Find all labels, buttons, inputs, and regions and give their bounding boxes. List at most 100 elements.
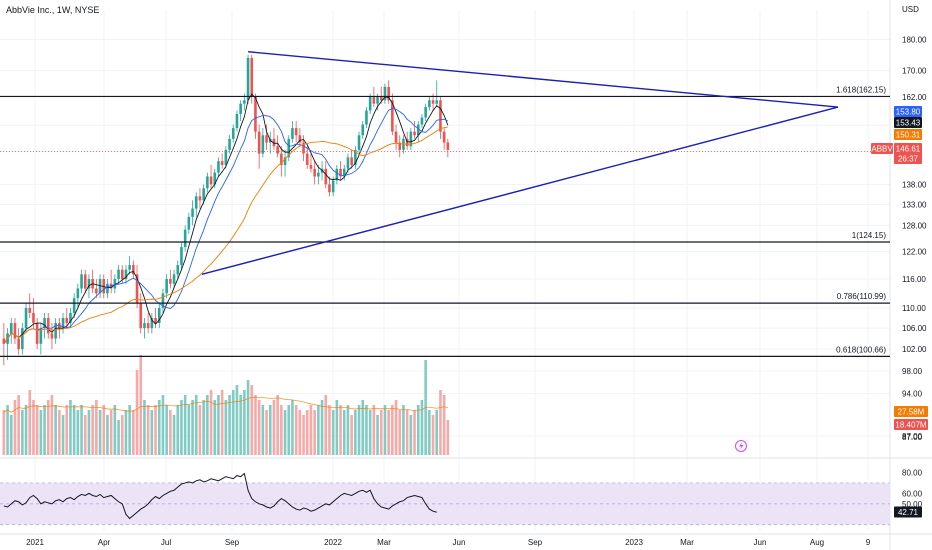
candle — [191, 200, 194, 226]
candle-body — [50, 333, 54, 339]
candle — [183, 225, 187, 252]
candle-body — [357, 135, 361, 150]
candle — [317, 164, 320, 185]
time-axis-label: 2022 — [324, 538, 342, 547]
volume-bar — [439, 390, 442, 455]
volume-bar — [379, 410, 383, 455]
candle — [357, 131, 361, 154]
candle — [124, 265, 128, 284]
candle — [194, 192, 198, 217]
candle-body — [254, 96, 257, 132]
candle — [24, 303, 28, 334]
rsi-tick-label: 60.00 — [902, 489, 923, 498]
volume-bar — [165, 405, 168, 455]
candle-body — [368, 96, 372, 111]
candle-body — [257, 131, 261, 154]
time-axis-label: Sep — [225, 538, 240, 547]
candles — [2, 54, 450, 366]
volume-bar — [383, 405, 387, 455]
candle — [439, 96, 442, 139]
candle-body — [98, 279, 102, 294]
volume-bar — [109, 410, 113, 455]
candle — [83, 269, 87, 294]
volume-bar — [402, 405, 405, 455]
volume-bar — [291, 400, 294, 455]
volume-bar — [243, 390, 246, 455]
candle-body — [54, 323, 57, 339]
volume-bar — [154, 405, 157, 455]
candle-body — [331, 180, 335, 193]
fib-label: 0.786(110.99) — [837, 292, 887, 301]
price-tick-label: 98.00 — [902, 367, 923, 376]
candle — [120, 265, 124, 284]
candle-body — [209, 176, 213, 185]
candle-body — [446, 142, 450, 150]
candle — [265, 124, 268, 150]
candle — [165, 274, 168, 299]
candle-body — [43, 317, 46, 329]
candle-body — [365, 110, 368, 125]
price-tick-label: 170.00 — [902, 67, 927, 76]
chart-title: AbbVie Inc., 1W, NYSE — [6, 5, 100, 15]
volume-bar — [265, 410, 268, 455]
candle — [6, 328, 9, 360]
time-axis-label: Mar — [680, 538, 694, 547]
volume-bar — [431, 415, 435, 455]
volume-bar — [368, 410, 372, 455]
price-tick-label: 128.00 — [902, 221, 927, 230]
candle — [154, 307, 157, 329]
volume-bar — [28, 390, 32, 455]
candle — [146, 312, 150, 334]
volume-bar — [272, 400, 276, 455]
candle — [50, 323, 54, 350]
candle — [2, 323, 6, 366]
candle-body — [165, 279, 168, 294]
candle — [91, 269, 94, 294]
candle-body — [428, 100, 431, 108]
volume-bar — [428, 410, 431, 455]
volume-bar — [198, 405, 202, 455]
candle-body — [109, 283, 113, 289]
candle-body — [32, 312, 35, 324]
candle-body — [180, 247, 183, 266]
candle-body — [361, 124, 365, 136]
candle-body — [339, 168, 342, 177]
candle — [161, 288, 165, 313]
time-axis-label: Aug — [810, 538, 824, 547]
candle — [109, 269, 113, 294]
volume-bar — [187, 405, 191, 455]
candle-body — [87, 279, 91, 289]
candle — [65, 307, 69, 329]
candle-body — [76, 288, 80, 299]
candle-body — [65, 317, 69, 324]
candle — [365, 107, 368, 129]
candle-body — [435, 100, 439, 104]
candle-body — [224, 149, 228, 165]
volume-bar — [169, 410, 172, 455]
volume-bar — [357, 405, 361, 455]
volume-bar — [346, 405, 350, 455]
candle — [176, 260, 180, 280]
price-badge-label: 153.43 — [896, 119, 921, 128]
volume-bar — [280, 405, 283, 455]
candle-body — [387, 86, 390, 101]
candle-body — [35, 323, 39, 344]
candle-body — [346, 157, 350, 169]
candle — [187, 212, 191, 234]
volume-bar — [202, 400, 205, 455]
volume-bar — [76, 410, 80, 455]
volume-bar — [350, 415, 353, 455]
candle-body — [335, 168, 339, 181]
volume-bar — [106, 415, 109, 455]
candle-body — [143, 323, 146, 329]
candle-body — [80, 274, 83, 289]
candle-body — [120, 269, 124, 280]
volume-bar — [87, 410, 91, 455]
candle-body — [280, 153, 283, 165]
volume-bar — [58, 410, 61, 455]
candle — [17, 328, 20, 355]
candle — [128, 256, 131, 275]
candle-body — [17, 338, 20, 350]
candle — [272, 128, 276, 150]
